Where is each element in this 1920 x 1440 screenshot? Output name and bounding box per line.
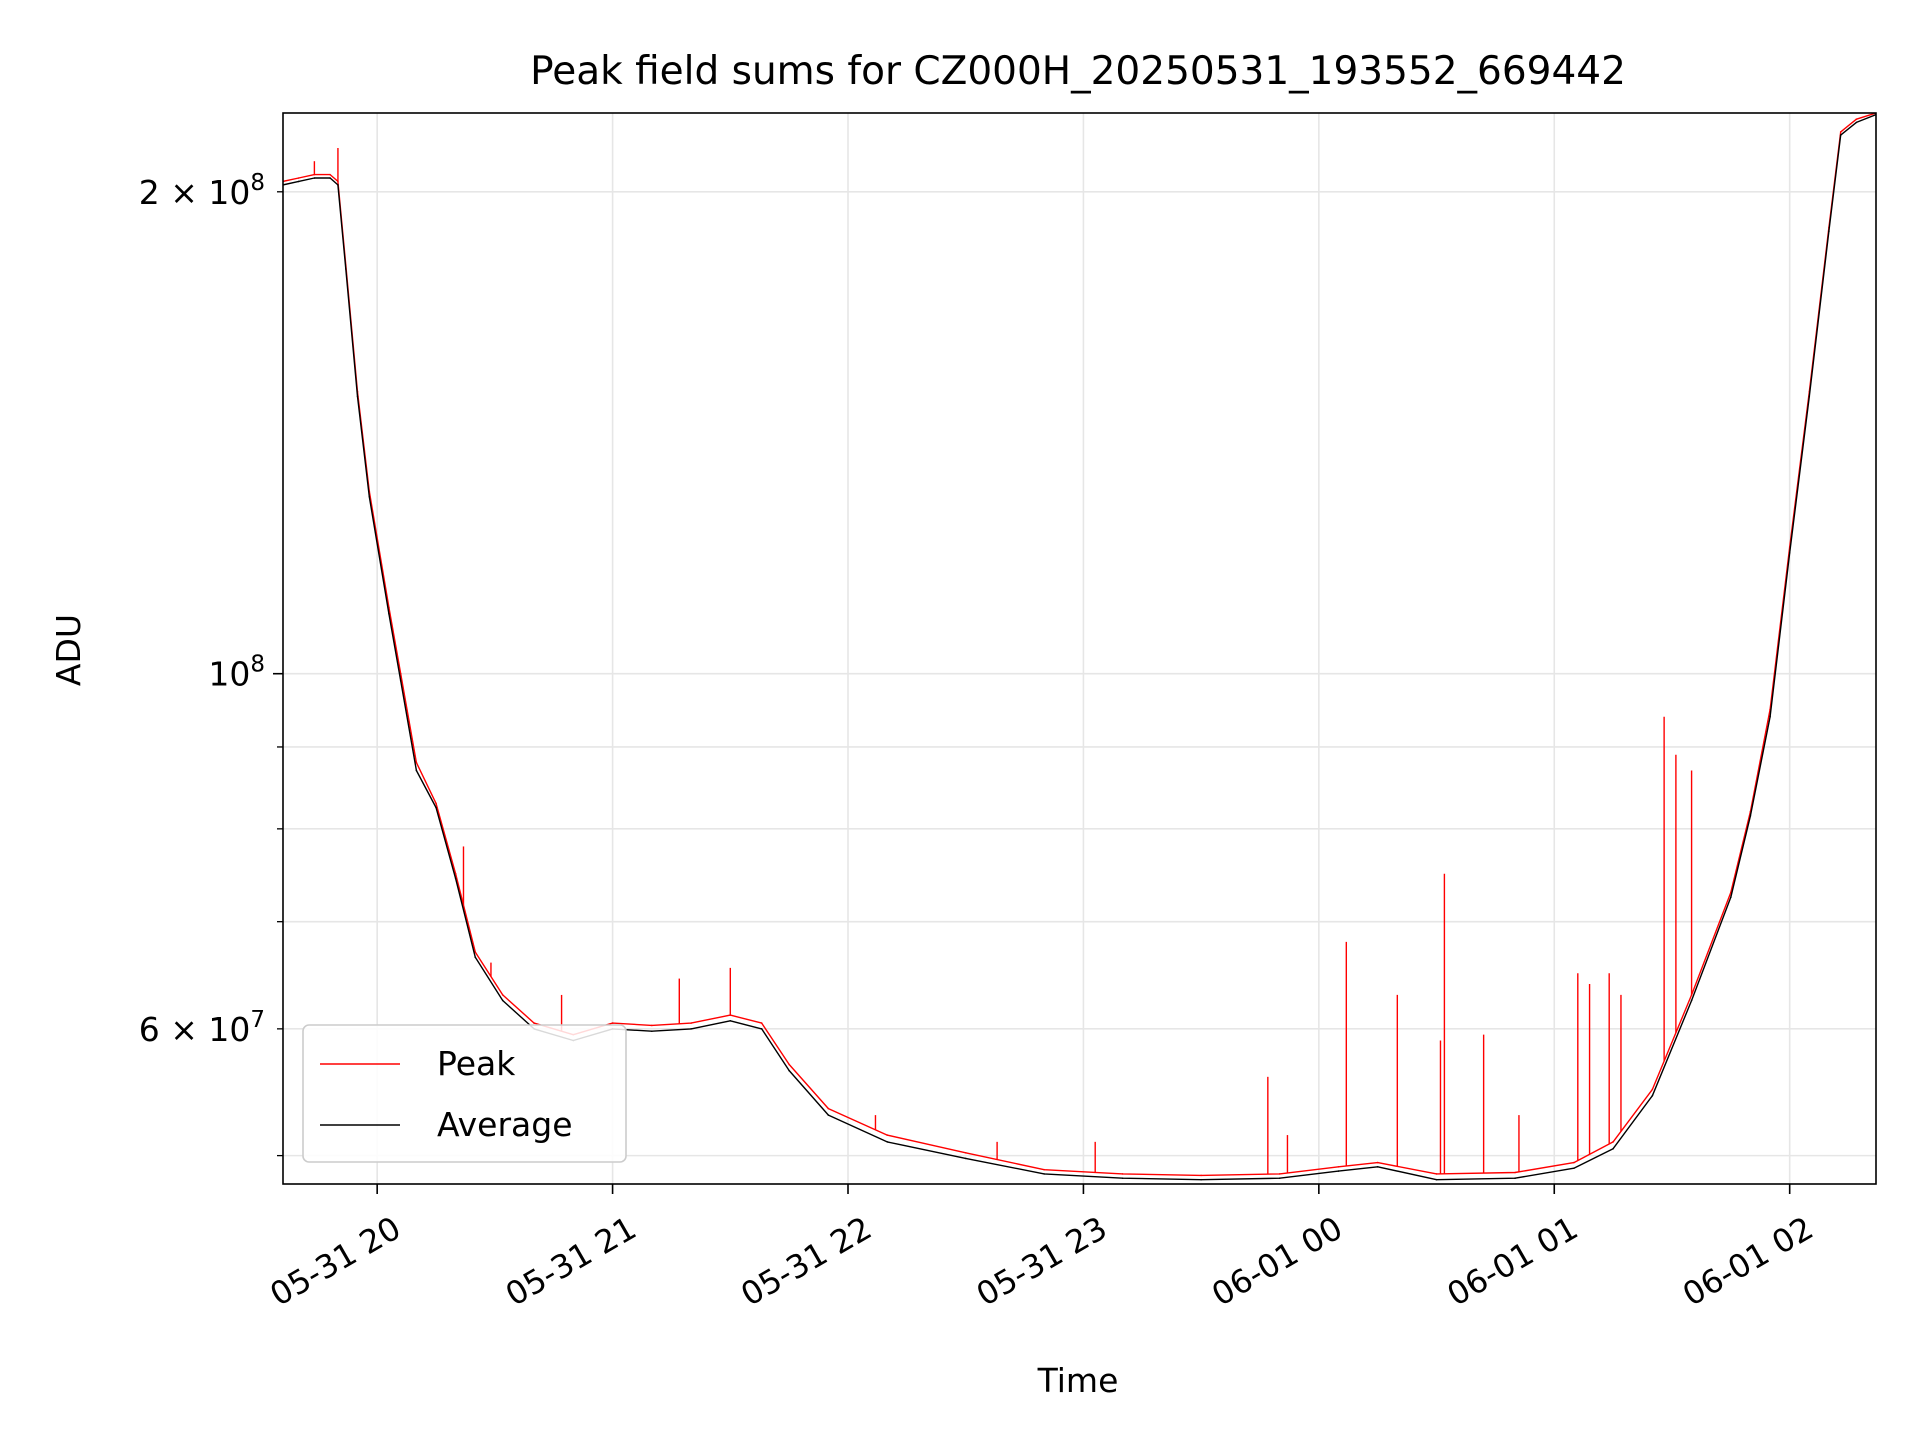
data-point-average bbox=[1200, 1178, 1202, 1181]
data-point-average bbox=[297, 180, 300, 183]
data-point-average bbox=[651, 1030, 653, 1032]
data-point-average bbox=[329, 177, 331, 179]
grid bbox=[283, 113, 1876, 1184]
data-point-average bbox=[1337, 1170, 1340, 1172]
data-point-average bbox=[454, 877, 457, 880]
data-point-average bbox=[501, 999, 504, 1002]
data-point-average bbox=[1808, 395, 1811, 398]
data-point-average bbox=[1788, 551, 1791, 554]
data-point-average bbox=[886, 1141, 889, 1143]
y-tick-label: 2 × 108 bbox=[139, 170, 265, 212]
data-point-peak bbox=[1573, 1161, 1575, 1164]
y-tick-label: 108 bbox=[208, 652, 265, 694]
data-point-average bbox=[760, 1028, 763, 1030]
data-point-average bbox=[1278, 1177, 1281, 1180]
legend-label-average: Average bbox=[437, 1105, 573, 1144]
data-point-average bbox=[356, 395, 359, 398]
data-point-average bbox=[1376, 1166, 1379, 1168]
data-point-average bbox=[1828, 230, 1830, 232]
data-point-peak bbox=[1612, 1141, 1614, 1143]
data-point-average bbox=[337, 184, 339, 186]
data-point-average bbox=[1839, 134, 1842, 136]
data-point-peak bbox=[1200, 1174, 1202, 1177]
data-point-average bbox=[1730, 896, 1732, 899]
data-point-peak bbox=[1278, 1173, 1281, 1175]
data-point-average bbox=[1121, 1177, 1124, 1180]
data-point-average bbox=[690, 1028, 692, 1030]
data-point-average bbox=[1690, 999, 1693, 1002]
data-point-peak bbox=[1043, 1168, 1045, 1171]
series-layer bbox=[283, 113, 1876, 1181]
data-point-peak bbox=[435, 802, 437, 805]
data-point-peak bbox=[454, 872, 457, 875]
data-point-peak bbox=[1121, 1173, 1124, 1175]
legend: Peak Average bbox=[302, 1024, 627, 1163]
data-point-peak bbox=[329, 173, 331, 176]
data-point-average bbox=[415, 769, 418, 772]
y-tick-label: 6 × 107 bbox=[139, 1007, 265, 1049]
data-point-peak bbox=[297, 177, 300, 179]
data-point-average bbox=[1435, 1178, 1438, 1181]
data-point-average bbox=[399, 679, 402, 682]
data-point-peak bbox=[1435, 1173, 1438, 1175]
data-point-peak bbox=[964, 1152, 967, 1154]
data-point-peak bbox=[788, 1063, 790, 1066]
data-point-peak bbox=[533, 1022, 535, 1024]
data-point-average bbox=[368, 495, 371, 498]
data-point-peak bbox=[611, 1022, 614, 1024]
data-point-peak bbox=[651, 1024, 653, 1027]
data-point-peak bbox=[690, 1022, 692, 1024]
data-point-average bbox=[313, 177, 316, 179]
data-point-average bbox=[964, 1157, 967, 1160]
data-point-peak bbox=[1855, 118, 1858, 121]
data-point-peak bbox=[827, 1107, 830, 1110]
y-axis-label: ADU bbox=[49, 614, 88, 686]
data-point-average bbox=[344, 268, 347, 270]
data-point-average bbox=[1573, 1167, 1575, 1170]
legend-label-peak: Peak bbox=[437, 1044, 516, 1083]
data-point-average bbox=[388, 612, 390, 615]
data-point-average bbox=[788, 1069, 790, 1072]
data-point-peak bbox=[760, 1022, 763, 1024]
data-point-peak bbox=[886, 1134, 889, 1136]
data-point-average bbox=[1514, 1177, 1516, 1180]
data-point-peak bbox=[1651, 1088, 1654, 1091]
chart-title: Peak field sums for CZ000H_20250531_1935… bbox=[530, 49, 1626, 94]
data-point-average bbox=[435, 806, 437, 809]
data-point-average bbox=[729, 1019, 732, 1022]
data-point-peak bbox=[474, 951, 477, 953]
data-point-average bbox=[1749, 815, 1752, 817]
data-point-peak bbox=[1839, 131, 1842, 133]
data-point-peak bbox=[501, 994, 504, 996]
data-point-average bbox=[1651, 1094, 1654, 1097]
series-peak bbox=[283, 113, 1876, 1177]
data-point-peak bbox=[1514, 1171, 1516, 1174]
data-point-average bbox=[1043, 1173, 1045, 1175]
data-point-average bbox=[474, 956, 477, 959]
legend-box bbox=[302, 1024, 627, 1163]
data-point-peak bbox=[1337, 1166, 1340, 1168]
x-axis-label: Time bbox=[1037, 1361, 1119, 1400]
data-point-average bbox=[1855, 121, 1858, 124]
data-point-peak bbox=[399, 672, 402, 675]
plot-frame bbox=[282, 112, 1877, 1185]
data-point-average bbox=[1612, 1147, 1614, 1150]
data-point-average bbox=[827, 1114, 830, 1116]
data-point-peak bbox=[1376, 1161, 1379, 1164]
data-point-peak bbox=[415, 761, 418, 764]
data-point-average bbox=[1769, 715, 1771, 718]
